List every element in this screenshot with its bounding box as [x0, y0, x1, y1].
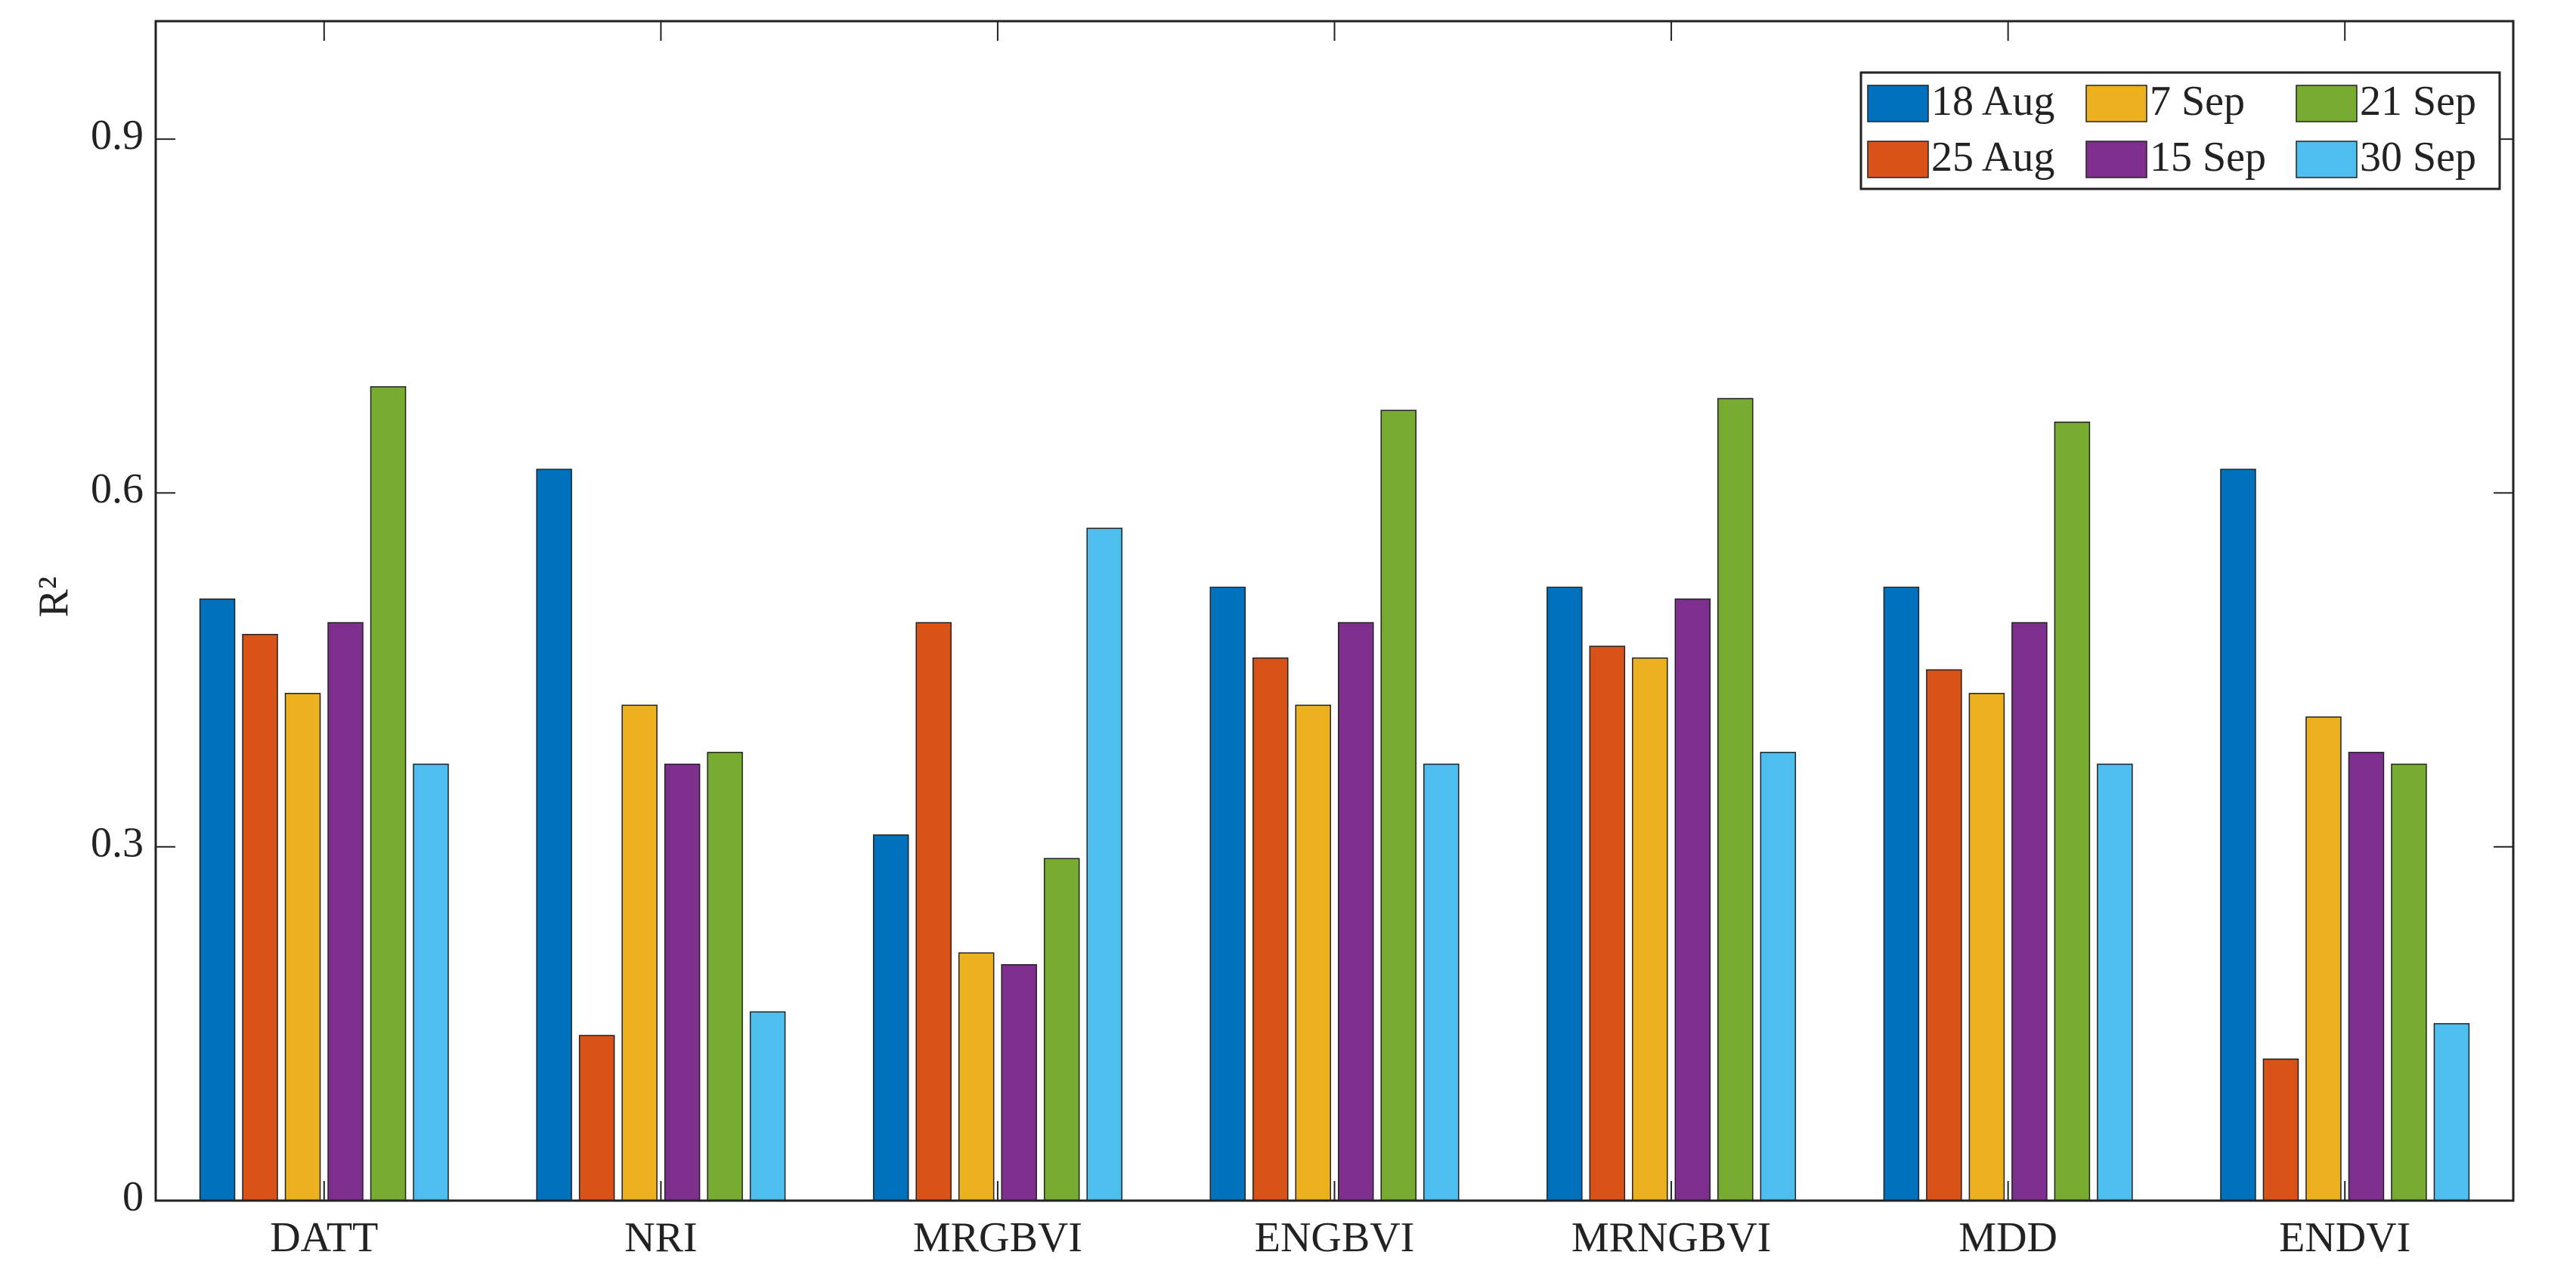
- x-tick-label: DATT: [270, 1214, 378, 1261]
- x-tick-label: MRGBVI: [913, 1214, 1082, 1261]
- legend-label: 15 Sep: [2150, 134, 2266, 181]
- bar: [1295, 704, 1331, 1201]
- bar: [1547, 586, 1583, 1201]
- bar: [1760, 752, 1797, 1201]
- legend-label: 30 Sep: [2360, 134, 2476, 181]
- bar: [1043, 858, 1080, 1201]
- bar: [872, 834, 909, 1201]
- legend-swatch: [2296, 141, 2358, 178]
- legend-label: 25 Aug: [1931, 134, 2054, 181]
- bar: [749, 1011, 786, 1201]
- bar: [2262, 1058, 2299, 1201]
- bar: [1968, 693, 2005, 1201]
- bar: [578, 1034, 615, 1201]
- y-axis-label: R²: [30, 577, 77, 617]
- bar: [413, 763, 449, 1201]
- bar: [2305, 716, 2342, 1201]
- bar: [1209, 586, 1246, 1201]
- legend-swatch: [1867, 141, 1929, 178]
- bar: [621, 704, 658, 1201]
- bar: [2054, 421, 2091, 1201]
- bar: [1926, 669, 1962, 1201]
- bar: [536, 468, 572, 1201]
- legend-swatch: [2296, 85, 2358, 122]
- legend-swatch: [2085, 141, 2147, 178]
- bar: [1674, 598, 1711, 1201]
- bar: [915, 622, 952, 1201]
- x-tick-label: NRI: [624, 1214, 697, 1261]
- bar: [664, 763, 701, 1201]
- bar: [242, 633, 278, 1201]
- bar: [1589, 645, 1626, 1201]
- legend-swatch: [2085, 85, 2147, 122]
- axes-box: [154, 20, 2515, 1202]
- x-tick-label: ENGBVI: [1255, 1214, 1415, 1261]
- bar: [1001, 964, 1037, 1201]
- bar: [370, 386, 407, 1201]
- legend-swatch: [1867, 85, 1929, 122]
- x-tick-label: MRNGBVI: [1571, 1214, 1771, 1261]
- y-tick-label: 0.9: [91, 112, 144, 159]
- legend-label: 21 Sep: [2360, 78, 2476, 125]
- y-tick-label: 0: [122, 1173, 144, 1220]
- bar: [2097, 763, 2133, 1201]
- bar: [1380, 410, 1416, 1201]
- bar: [1252, 657, 1289, 1201]
- legend-label: 18 Aug: [1931, 78, 2054, 125]
- bar: [2391, 763, 2427, 1201]
- bar: [1717, 397, 1754, 1201]
- bar: [2348, 752, 2385, 1201]
- bar: [199, 598, 236, 1201]
- bar: [707, 752, 743, 1201]
- legend-label: 7 Sep: [2150, 78, 2245, 125]
- bar: [1423, 763, 1460, 1201]
- bar: [1338, 622, 1374, 1201]
- y-tick-label: 0.3: [91, 820, 144, 867]
- bar: [284, 693, 321, 1201]
- bar: [1632, 657, 1668, 1201]
- legend-box: [1859, 71, 2501, 190]
- bar: [1086, 527, 1122, 1201]
- bar: [327, 622, 364, 1201]
- bar: [958, 952, 995, 1201]
- bar: [2220, 468, 2256, 1201]
- bar: [2011, 622, 2048, 1201]
- bar: [2433, 1023, 2470, 1201]
- bar: [1883, 586, 1920, 1201]
- x-tick-label: MDD: [1958, 1214, 2057, 1261]
- y-tick-label: 0.6: [91, 465, 144, 512]
- x-tick-label: ENDVI: [2279, 1214, 2410, 1261]
